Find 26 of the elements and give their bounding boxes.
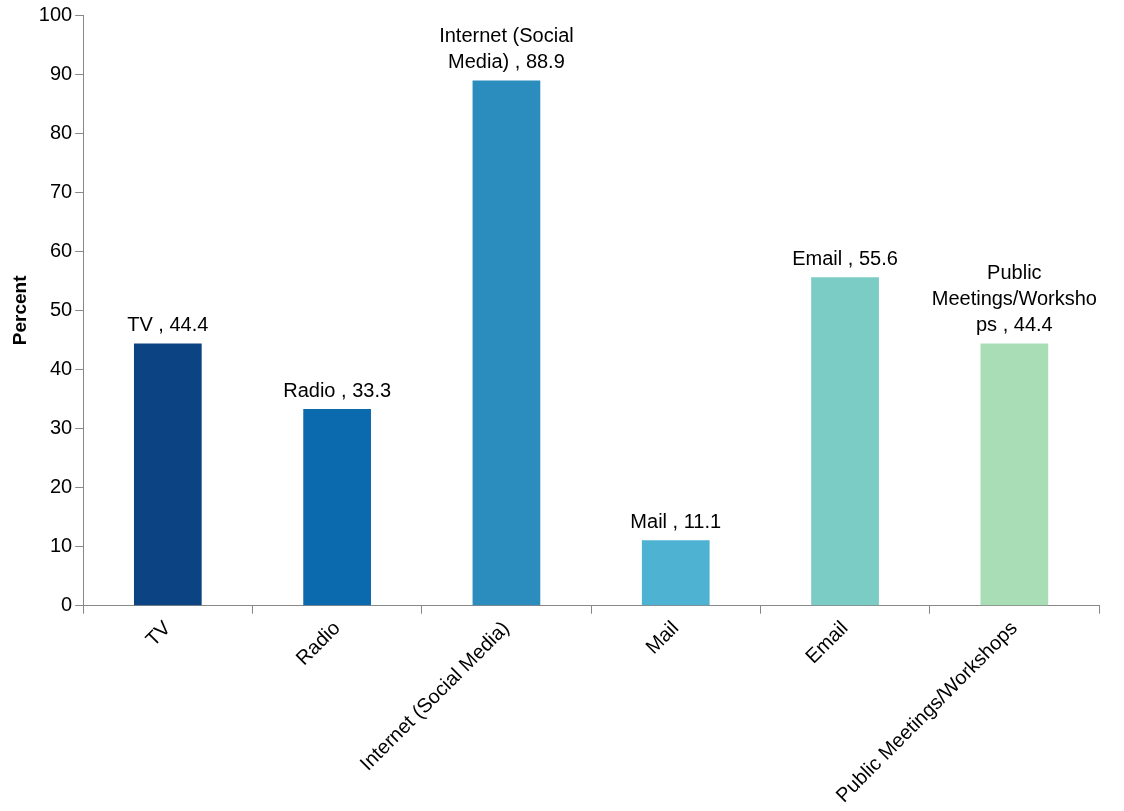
y-tick-label: 10 — [49, 534, 73, 557]
data-label: Mail , 11.1 — [630, 509, 722, 532]
y-tick-label: 100 — [38, 2, 73, 25]
y-tick-label: 30 — [49, 416, 73, 439]
y-axis-title: Percent — [8, 274, 30, 346]
x-tick-label: TV — [140, 615, 176, 651]
bar — [811, 277, 879, 606]
data-label: TV , 44.4 — [127, 313, 209, 335]
y-tick-label: 60 — [49, 238, 73, 261]
bar — [303, 409, 371, 606]
y-tick-label: 80 — [49, 120, 73, 143]
data-label: Radio , 33.3 — [283, 378, 392, 401]
y-tick-label: 20 — [49, 475, 73, 498]
bar — [133, 343, 202, 606]
y-tick-label: 90 — [49, 61, 73, 84]
bar — [472, 80, 541, 606]
data-label: Internet (Social Media) , 88.9 — [439, 24, 574, 73]
x-tick-label: Mail — [640, 616, 683, 658]
bar — [980, 343, 1049, 606]
y-tick-label: 0 — [61, 593, 73, 616]
y-tick-label: 50 — [49, 297, 73, 320]
y-tick-label: 40 — [49, 356, 73, 379]
data-label: Public Meetings/Workshops , 44.4 — [931, 261, 1097, 335]
data-label: Email , 55.6 — [792, 246, 898, 269]
y-tick-label: 70 — [49, 179, 73, 202]
bar — [641, 540, 710, 606]
